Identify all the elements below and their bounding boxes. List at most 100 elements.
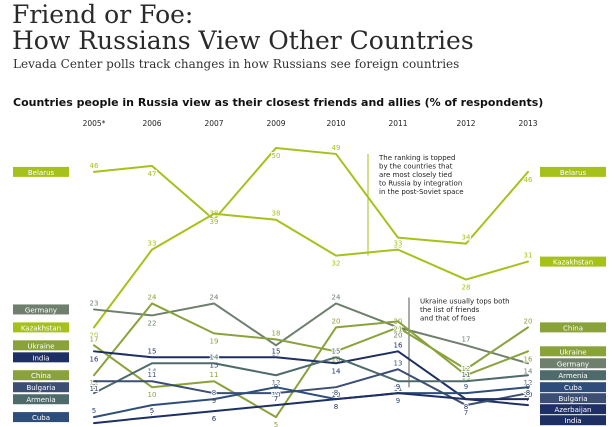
left-label-box bbox=[13, 304, 69, 315]
data-label: 9 bbox=[92, 383, 96, 391]
left-series-label-india: India bbox=[32, 354, 49, 362]
series-line-kazakhstan bbox=[93, 212, 529, 329]
data-label: 7 bbox=[274, 395, 278, 403]
right-series-label-cuba: Cuba bbox=[564, 384, 582, 392]
left-label-box bbox=[13, 322, 69, 333]
data-label: 12 bbox=[272, 379, 281, 387]
left-series-label-germany: Germany bbox=[25, 306, 57, 314]
data-label: 35 bbox=[394, 242, 403, 250]
left-label-box bbox=[13, 340, 69, 351]
data-label: 46 bbox=[524, 176, 533, 184]
data-label: 15 bbox=[210, 361, 219, 369]
title-line-1: Friend or Foe: bbox=[12, 0, 194, 29]
data-label: 47 bbox=[148, 170, 157, 178]
data-label: 12 bbox=[90, 379, 99, 387]
series-line-belarus bbox=[93, 146, 529, 245]
annotation-text: Ukraine usually tops both the list of fri… bbox=[420, 297, 510, 322]
right-label-box bbox=[540, 256, 606, 267]
data-label: 33 bbox=[394, 240, 403, 248]
x-tick-label: 2009 bbox=[266, 119, 285, 128]
data-label: 17 bbox=[462, 335, 471, 343]
data-label: 11 bbox=[210, 371, 219, 379]
right-series-label-belarus: Belarus bbox=[560, 169, 587, 177]
data-label: 39 bbox=[210, 218, 219, 226]
data-label: 16 bbox=[524, 355, 533, 363]
data-label: 14 bbox=[148, 367, 157, 375]
annotation-line-text: in the post-Soviet space bbox=[379, 188, 464, 196]
right-series-label-azerbaijan: Azerbaijan bbox=[555, 406, 592, 414]
data-label: 11 bbox=[148, 371, 157, 379]
data-label: 9 bbox=[396, 397, 400, 405]
title-line-2: How Russians View Other Countries bbox=[12, 26, 474, 55]
right-series-label-india: India bbox=[564, 417, 581, 425]
left-label-box bbox=[13, 166, 69, 177]
x-tick-label: 2006 bbox=[142, 119, 161, 128]
data-label: 18 bbox=[272, 329, 281, 337]
data-label: 19 bbox=[210, 337, 219, 345]
right-series-label-bulgaria: Bulgaria bbox=[558, 395, 587, 403]
right-label-box bbox=[540, 382, 606, 393]
right-series-label-armenia: Armenia bbox=[558, 372, 587, 380]
data-label: 8 bbox=[212, 389, 216, 397]
data-label: 8 bbox=[464, 403, 468, 411]
left-label-box bbox=[13, 382, 69, 393]
right-series-label-kazakhstan: Kazakhstan bbox=[553, 259, 593, 267]
annotation-text: The ranking is topped by the countries th… bbox=[378, 154, 464, 196]
x-tick-label: 2010 bbox=[326, 119, 345, 128]
x-tick-label: 2012 bbox=[456, 119, 475, 128]
series-line-azerbaijan bbox=[93, 392, 529, 425]
right-label-box bbox=[540, 393, 606, 404]
series-line-china bbox=[93, 302, 529, 377]
series-line-ukraine bbox=[93, 320, 529, 419]
data-label: 20 bbox=[332, 317, 341, 325]
page-title: Friend or Foe: How Russians View Other C… bbox=[12, 2, 474, 54]
data-label: 23 bbox=[90, 299, 99, 307]
data-label: 16 bbox=[394, 341, 403, 349]
left-label-box bbox=[13, 412, 69, 423]
data-label: 5 bbox=[274, 421, 278, 427]
data-label: 13 bbox=[462, 373, 471, 381]
series-line-cuba bbox=[93, 386, 529, 419]
data-label: 16 bbox=[332, 355, 341, 363]
data-label: 24 bbox=[332, 293, 341, 301]
right-label-box bbox=[540, 166, 606, 177]
data-label: 21 bbox=[394, 325, 403, 333]
left-series-label-belarus: Belarus bbox=[28, 169, 55, 177]
data-label: 17 bbox=[272, 349, 281, 357]
data-label: 50 bbox=[272, 152, 281, 160]
left-label-box bbox=[13, 370, 69, 381]
data-label: 24 bbox=[210, 293, 219, 301]
data-label: 9 bbox=[212, 397, 216, 405]
x-tick-label: 2005* bbox=[83, 119, 106, 128]
data-label: 9 bbox=[464, 383, 468, 391]
data-label: 11 bbox=[462, 371, 471, 379]
data-label: 5 bbox=[150, 407, 154, 415]
data-label: 5 bbox=[92, 407, 96, 415]
left-series-label-china: China bbox=[31, 372, 51, 380]
series-line-germany bbox=[93, 302, 529, 365]
data-label: 10 bbox=[148, 391, 157, 399]
annotation-line-text: by the countries that bbox=[379, 162, 453, 170]
data-label: 20 bbox=[394, 331, 403, 339]
data-label: 13 bbox=[394, 359, 403, 367]
x-tick-label: 2013 bbox=[518, 119, 537, 128]
annotation-line-text: and that of foes bbox=[420, 314, 476, 322]
data-label: 20 bbox=[90, 331, 99, 339]
left-series-label-cuba: Cuba bbox=[32, 414, 50, 422]
chart-title: Countries people in Russia view as their… bbox=[13, 96, 544, 109]
series-line-india bbox=[93, 350, 529, 407]
annotation-line-text: the list of friends bbox=[420, 306, 480, 314]
data-label: 9 bbox=[396, 383, 400, 391]
left-series-label-bulgaria: Bulgaria bbox=[26, 384, 55, 392]
data-label: 8 bbox=[334, 389, 338, 397]
data-label: 10 bbox=[524, 391, 533, 399]
data-label: 22 bbox=[148, 319, 157, 327]
annotation-line-text: The ranking is topped bbox=[378, 154, 455, 162]
left-series-label-ukraine: Ukraine bbox=[27, 342, 54, 350]
data-label: 33 bbox=[148, 240, 157, 248]
data-label: 49 bbox=[332, 144, 341, 152]
data-label: 8 bbox=[526, 389, 530, 397]
data-label: 15 bbox=[272, 347, 281, 355]
page-subtitle: Levada Center polls track changes in how… bbox=[13, 57, 460, 71]
data-label: 12 bbox=[524, 379, 533, 387]
